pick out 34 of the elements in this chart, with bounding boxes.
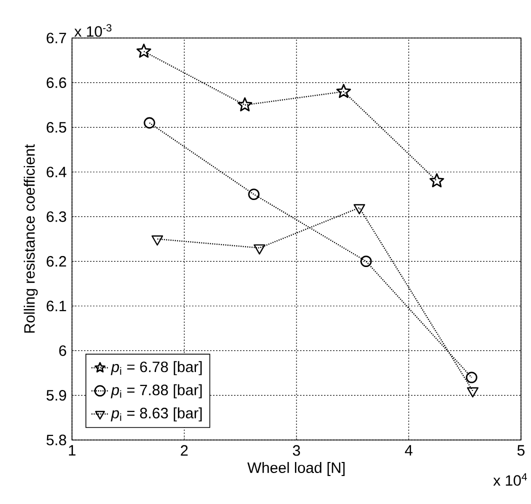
- point: [466, 372, 478, 384]
- y-tick-label: 5.9: [46, 390, 66, 401]
- y-tick-label: 6.2: [46, 256, 66, 267]
- point: [336, 84, 351, 98]
- y-tick-label: 6.7: [46, 32, 66, 44]
- y-tick-label: 6.3: [46, 211, 66, 222]
- legend-label: p$_{i}$ = 6.78 [bar]: [110, 361, 202, 376]
- y-tick-label: 6.4: [46, 166, 66, 178]
- y-tick-label: 5.8: [46, 434, 66, 446]
- x-axis-title: Wheel load [N]: [247, 462, 345, 476]
- x-tick-label: 2: [180, 445, 188, 456]
- point: [238, 97, 252, 112]
- y-tick-label: 6.6: [46, 77, 66, 88]
- x-tick-label: 5: [517, 445, 525, 456]
- x-tick-label: 1: [68, 445, 76, 456]
- point: [254, 244, 266, 255]
- point: [429, 173, 444, 188]
- point: [466, 387, 479, 398]
- point: [152, 235, 164, 246]
- text: x 10$^{4}$: [493, 473, 527, 486]
- y-tick-label: 6.1: [46, 300, 66, 312]
- x-tick-label: 4: [404, 445, 412, 456]
- y-axis-title: Rolling resistance coefficient: [24, 144, 38, 333]
- legend-label: p$_{i}$ = 7.88 [bar]: [110, 384, 202, 398]
- legend-label: p$_{i}$ = 8.63 [bar]: [110, 407, 202, 422]
- point: [360, 256, 372, 268]
- point: [144, 117, 156, 129]
- y-tick-label: 6: [59, 345, 66, 356]
- text: x 10$^{-3}$: [74, 24, 112, 37]
- y-tick-label: 6.5: [46, 122, 66, 133]
- x-tick-label: 3: [292, 445, 300, 456]
- point: [136, 44, 152, 58]
- point: [248, 188, 260, 200]
- point: [354, 204, 366, 214]
